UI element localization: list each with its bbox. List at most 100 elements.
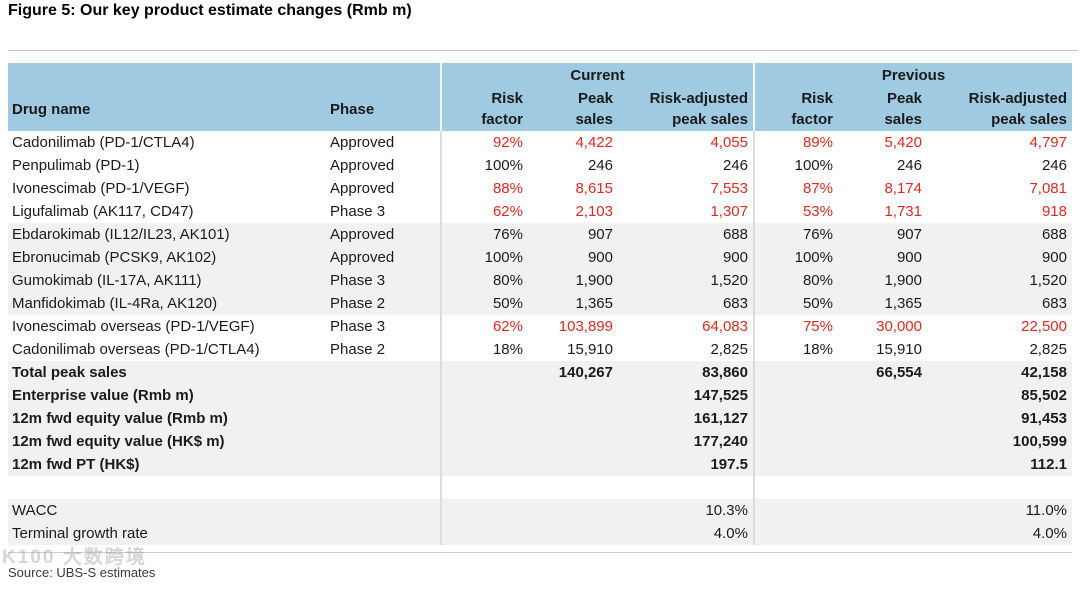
summary-row: 12m fwd equity value (HK$ m) 177,240 100,5…: [8, 430, 1072, 453]
value-cell: 907: [587, 226, 613, 243]
value-cell: [440, 476, 528, 499]
phase: Approved: [330, 180, 395, 197]
summary-row: Terminal growth rate 4.0% 4.0%: [8, 522, 1072, 545]
column-header-drug-name: Drug name: [12, 100, 91, 118]
value-cell: [528, 499, 618, 522]
value-cell: 87%: [753, 177, 838, 200]
value-cell: 907: [896, 226, 922, 243]
value-cell: [838, 476, 927, 499]
table-row: Manfidokimab (IL-4Ra, AK120) Phase 2 50% 1,…: [8, 292, 1072, 315]
value-cell: [838, 384, 927, 407]
value-cell: 89%: [753, 131, 838, 154]
value-cell: 900: [587, 249, 613, 266]
value-cell: 918: [1041, 203, 1067, 220]
value-cell: [528, 407, 618, 430]
value-cell: 246: [896, 157, 922, 174]
drug-name: Ebdarokimab (IL12/IL23, AK101): [12, 226, 230, 243]
value-cell: 18%: [440, 338, 528, 361]
value-cell: 50%: [440, 292, 528, 315]
value-cell: 4.0%: [1032, 525, 1067, 542]
value-cell: 76%: [440, 223, 528, 246]
value-cell: [753, 522, 838, 545]
value-cell: [753, 430, 838, 453]
value-cell: 147,525: [693, 387, 748, 404]
value-cell: 688: [1041, 226, 1067, 243]
value-cell: 83,860: [702, 364, 748, 381]
value-cell: [440, 384, 528, 407]
phase: [330, 476, 440, 499]
value-cell: 80%: [440, 269, 528, 292]
value-cell: 4,055: [710, 134, 748, 151]
value-cell: 246: [587, 157, 613, 174]
value-cell: [753, 476, 838, 499]
source-note: Source: UBS-S estimates: [8, 565, 156, 580]
phase: [330, 453, 440, 476]
value-cell: [838, 453, 927, 476]
value-cell: 1,900: [884, 272, 922, 289]
value-cell: 15,910: [567, 341, 613, 358]
column-header-risk-factor-current: Risk factor: [440, 87, 528, 131]
drug-name: Gumokimab (IL-17A, AK111): [12, 272, 202, 289]
value-cell: 688: [722, 226, 748, 243]
summary-row: 12m fwd equity value (Rmb m) 161,127 91,45…: [8, 407, 1072, 430]
summary-row: 12m fwd PT (HK$) 197.5 112.1: [8, 453, 1072, 476]
value-cell: [753, 407, 838, 430]
value-cell: 100%: [440, 246, 528, 269]
value-cell: 76%: [753, 223, 838, 246]
value-cell: 18%: [753, 338, 838, 361]
value-cell: 8,174: [884, 180, 922, 197]
value-cell: 100%: [753, 246, 838, 269]
drug-name: Manfidokimab (IL-4Ra, AK120): [12, 295, 218, 312]
value-cell: 1,365: [575, 295, 613, 312]
value-cell: [618, 476, 753, 499]
value-cell: 30,000: [876, 318, 922, 335]
value-cell: [753, 499, 838, 522]
value-cell: [440, 522, 528, 545]
row-label: Terminal growth rate: [12, 525, 148, 542]
value-cell: [753, 361, 838, 384]
drug-name: Ivonescimab overseas (PD-1/VEGF): [12, 318, 255, 335]
value-cell: 10.3%: [705, 502, 748, 519]
value-cell: 7,553: [710, 180, 748, 197]
value-cell: 100%: [753, 154, 838, 177]
phase: Phase 2: [330, 341, 386, 358]
value-cell: 112.1: [1030, 456, 1067, 473]
value-cell: 140,267: [558, 364, 613, 381]
phase: Phase 3: [330, 203, 386, 220]
estimates-table: Current Previous Drug name Phase Risk fa…: [8, 63, 1072, 545]
value-cell: [838, 407, 927, 430]
value-cell: [838, 522, 927, 545]
value-cell: 1,731: [884, 203, 922, 220]
phase: [330, 384, 440, 407]
value-cell: 2,103: [575, 203, 613, 220]
value-cell: 85,502: [1021, 387, 1067, 404]
drug-name: Ebronucimab (PCSK9, AK102): [12, 249, 217, 266]
value-cell: 683: [1041, 295, 1067, 312]
table-bottom-divider: [8, 552, 1072, 553]
value-cell: [440, 453, 528, 476]
value-cell: 80%: [753, 269, 838, 292]
summary-row: WACC 10.3% 11.0%: [8, 499, 1072, 522]
value-cell: 8,615: [575, 180, 613, 197]
figure-title: Figure 5: Our key product estimate chang…: [8, 2, 412, 19]
value-cell: 42,158: [1021, 364, 1067, 381]
value-cell: [528, 384, 618, 407]
value-cell: 50%: [753, 292, 838, 315]
value-cell: 683: [722, 295, 748, 312]
value-cell: 100,599: [1012, 433, 1067, 450]
phase: [330, 430, 440, 453]
value-cell: 103,899: [558, 318, 613, 335]
header-group-previous: Previous: [753, 63, 1072, 87]
phase: [330, 361, 440, 384]
value-cell: 64,083: [702, 318, 748, 335]
value-cell: 1,520: [1029, 272, 1067, 289]
header-blank-cell: [8, 63, 440, 87]
summary-row: [8, 476, 1072, 499]
table-header: Current Previous Drug name Phase Risk fa…: [8, 63, 1072, 131]
value-cell: 22,500: [1021, 318, 1067, 335]
value-cell: 7,081: [1029, 180, 1067, 197]
table-row: Ivonescimab (PD-1/VEGF) Approved 88% 8,615 7…: [8, 177, 1072, 200]
value-cell: 4,797: [1029, 134, 1067, 151]
value-cell: 2,825: [710, 341, 748, 358]
